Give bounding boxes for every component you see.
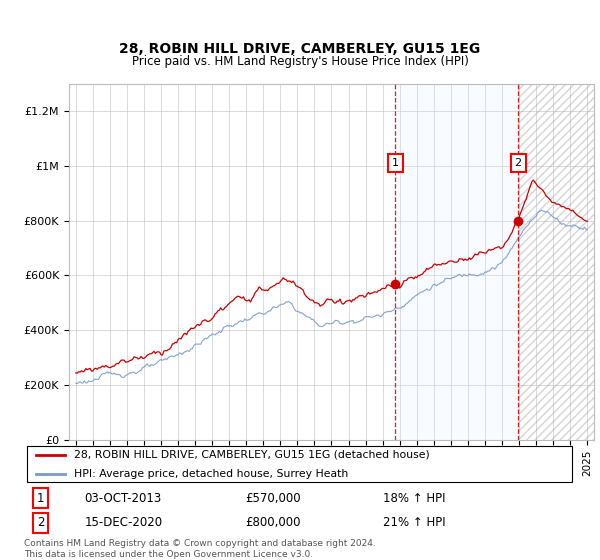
Bar bbox=[518, 84, 594, 440]
Text: 2: 2 bbox=[37, 516, 44, 529]
Text: 03-OCT-2013: 03-OCT-2013 bbox=[85, 492, 162, 505]
Text: 1: 1 bbox=[37, 492, 44, 505]
Text: HPI: Average price, detached house, Surrey Heath: HPI: Average price, detached house, Surr… bbox=[74, 469, 348, 478]
Text: 28, ROBIN HILL DRIVE, CAMBERLEY, GU15 1EG (detached house): 28, ROBIN HILL DRIVE, CAMBERLEY, GU15 1E… bbox=[74, 450, 430, 460]
Text: 21% ↑ HPI: 21% ↑ HPI bbox=[383, 516, 445, 529]
Text: 2: 2 bbox=[515, 158, 522, 169]
Text: 18% ↑ HPI: 18% ↑ HPI bbox=[383, 492, 445, 505]
FancyBboxPatch shape bbox=[27, 446, 572, 482]
Text: 15-DEC-2020: 15-DEC-2020 bbox=[85, 516, 163, 529]
Text: 28, ROBIN HILL DRIVE, CAMBERLEY, GU15 1EG: 28, ROBIN HILL DRIVE, CAMBERLEY, GU15 1E… bbox=[119, 42, 481, 56]
Bar bbox=[395, 84, 518, 440]
Text: 1: 1 bbox=[392, 158, 399, 169]
Text: Price paid vs. HM Land Registry's House Price Index (HPI): Price paid vs. HM Land Registry's House … bbox=[131, 55, 469, 68]
Bar bbox=[518, 84, 594, 440]
Text: Contains HM Land Registry data © Crown copyright and database right 2024.
This d: Contains HM Land Registry data © Crown c… bbox=[24, 539, 376, 559]
Text: £570,000: £570,000 bbox=[245, 492, 301, 505]
Text: £800,000: £800,000 bbox=[245, 516, 301, 529]
